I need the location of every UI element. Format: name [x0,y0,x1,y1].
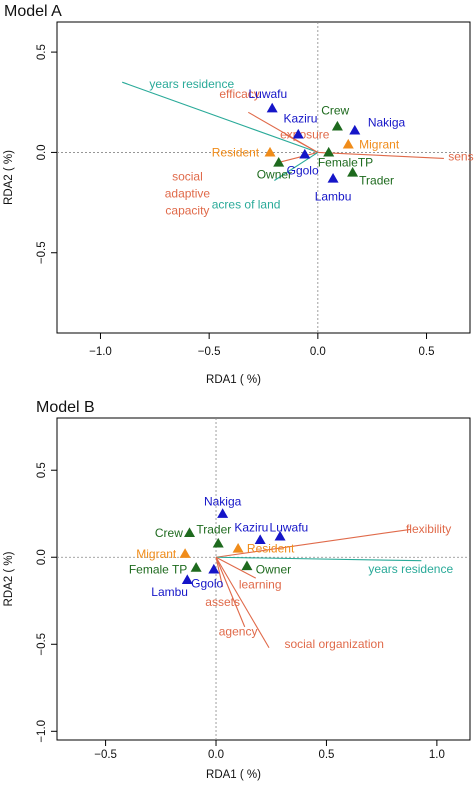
site-label: Ggolo [287,163,319,177]
site-label: Female TP [129,562,187,576]
site-label: Migrant [136,547,177,561]
vector-learning [215,556,257,579]
y-tick-label: 0.0 [36,549,48,565]
vector-label: social adaptive capacity [165,170,211,218]
vector-label-line: adaptive [165,187,211,201]
vector-label-line: capacity [165,204,209,218]
plot-frame [56,417,471,741]
site-marker-lambu [181,574,193,584]
site-marker-resident [232,543,244,553]
vector-years-residence [122,81,319,153]
site-label: Resident [247,542,295,556]
site-marker-resident [264,146,276,157]
site-label: Crew [321,103,349,117]
x-tick-label: 0.0 [310,346,326,358]
vector-acres-of-land [274,151,319,181]
panel-title: Model A [4,3,62,20]
site-marker-femaletp [323,146,335,157]
vector-label: assets [205,595,240,609]
vector-label: agency [219,625,258,639]
panel-title: Model B [36,399,95,416]
site-marker-female-tp [190,562,202,572]
site-label: FemaleTP [318,155,373,169]
vector-label: acres of land [212,198,281,212]
y-tick-label: 0.5 [36,44,48,60]
x-tick-label: 0.5 [419,346,435,358]
vector-exposure [284,133,319,153]
site-label: Migrant [359,137,400,151]
site-marker-kaziru [292,128,304,139]
site-marker-nakiga [349,124,361,135]
site-label: Trader [359,174,394,188]
vector-flexibility [215,528,411,558]
site-marker-luwafu [266,102,278,113]
site-marker-migrant [342,138,354,149]
y-tick-label: −0.5 [36,633,48,656]
site-marker-luwafu [274,530,286,541]
x-axis-label: RDA1 ( %) [206,769,261,781]
vector-label: flexibility [406,522,451,536]
site-marker-lambu [327,173,339,183]
site-marker-migrant [179,548,191,558]
site-marker-kaziru [254,534,266,544]
plot-frame [56,21,471,334]
y-axis-label: RDA2 ( %) [3,551,15,606]
vector-social-adaptive-capacity [278,151,318,163]
vector-label-line: social [172,170,203,184]
x-tick-label: −0.5 [94,749,117,761]
site-label: Lambu [315,190,352,204]
y-tick-label: 0.0 [36,144,48,160]
site-marker-owner [241,560,253,571]
site-label: Kaziru [283,111,317,125]
site-label: Lambu [151,585,188,599]
site-marker-crew [184,527,196,538]
site-label: Ggolo [191,576,223,590]
y-tick-label: −0.5 [36,241,48,264]
vector-label: exposure [280,127,330,141]
vector-social-organization [215,556,270,649]
vector-agency [215,557,246,628]
site-label: Kaziru [234,521,268,535]
site-marker-nakiga [217,508,229,518]
site-label: Owner [257,167,292,181]
y-axis-label: RDA2 ( %) [3,150,15,205]
chart-panel-b: Model B −0.5 0.0 0.5 1.0 −1.0 −0.5 0.0 0.5 RDA1 (… [3,399,471,781]
site-label: Trader [196,522,231,536]
vector-label: sensitivity [448,149,474,163]
site-marker-trader [212,537,224,548]
x-tick-label: 0.0 [208,749,224,761]
y-tick-label: −1.0 [36,720,48,743]
x-axis-label: RDA1 ( %) [206,374,261,386]
site-marker-owner [273,156,285,167]
vector-label: learning [239,578,282,592]
site-label: Nakiga [368,115,406,129]
site-label: Crew [155,526,183,540]
vector-label: efficacy [219,87,259,101]
site-label: Resident [212,145,260,159]
vector-assets [215,557,224,587]
site-marker-ggolo [299,148,311,159]
vector-label: years residence [368,562,453,576]
chart-panel-a: Model A −1.0 −0.5 0.0 0.5 −0.5 0.0 0.5 RDA1 ( %)… [3,3,474,386]
x-tick-label: 1.0 [429,749,445,761]
vector-sensitivity [317,151,444,159]
site-label: Luwafu [270,521,309,535]
site-label: Luwafu [248,87,287,101]
vector-label: years residence [149,77,234,91]
x-tick-label: −1.0 [89,346,112,358]
vector-years-residence [216,556,422,562]
site-marker-ggolo [208,563,220,574]
site-label: Owner [256,562,291,576]
x-tick-label: 0.5 [318,749,334,761]
y-tick-label: 0.5 [36,462,48,478]
vector-label: social organization [284,637,383,651]
site-label: Nakiga [204,495,242,509]
site-marker-trader [347,166,359,177]
x-tick-label: −0.5 [198,346,221,358]
site-marker-crew [331,120,343,131]
